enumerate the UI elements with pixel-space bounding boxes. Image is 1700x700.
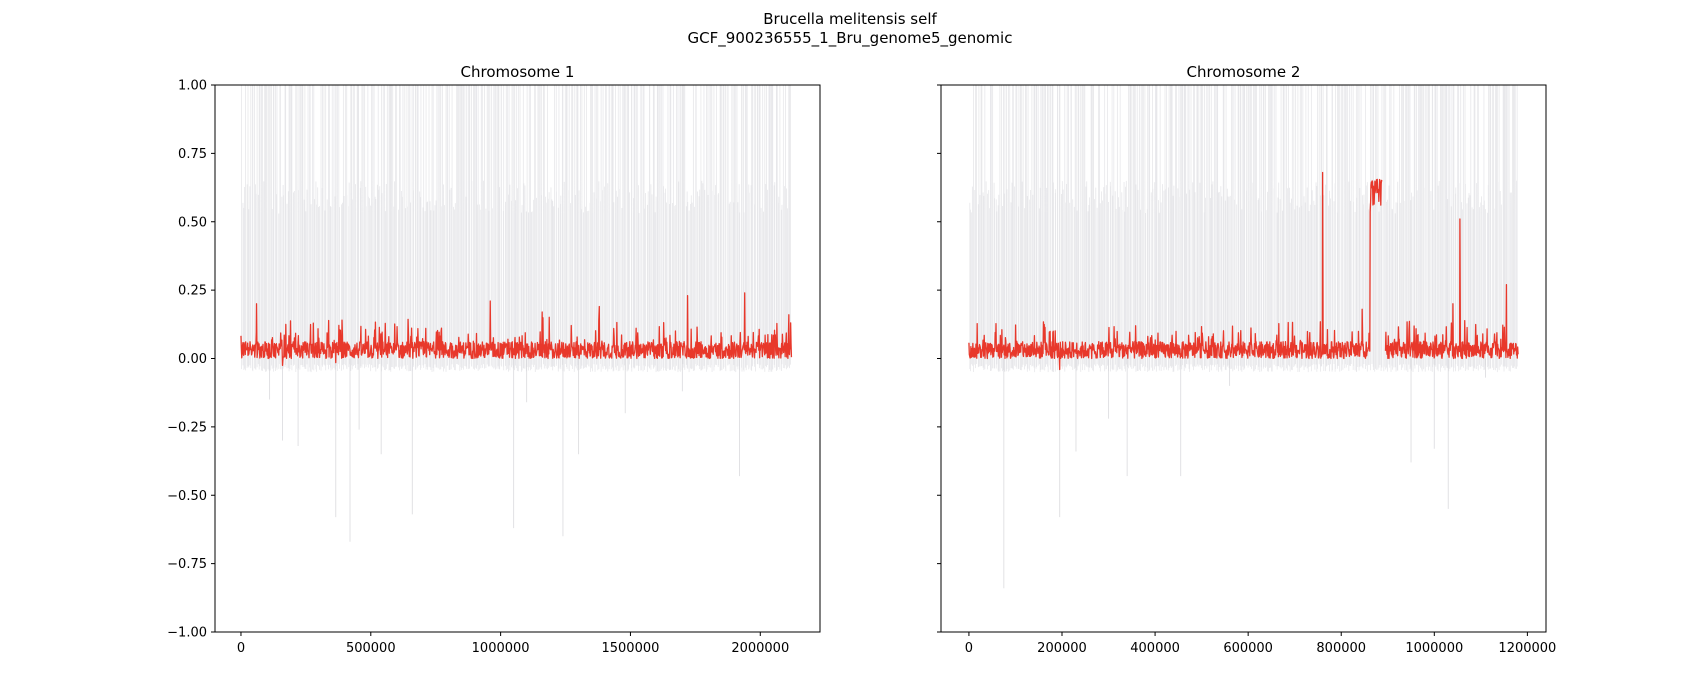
background-band (969, 85, 1518, 373)
y-tick-label: 0.25 (178, 284, 207, 299)
x-tick-label: 0 (965, 641, 973, 656)
background-band (241, 85, 791, 373)
x-tick-label: 0 (237, 641, 245, 656)
y-tick-label: 1.00 (178, 79, 207, 94)
x-tick-label: 1000000 (472, 641, 530, 656)
plot-area (968, 85, 1519, 589)
figure-title-line-2: GCF_900236555_1_Bru_genome5_genomic (687, 29, 1013, 47)
y-tick-label: 0.75 (178, 147, 207, 162)
y-tick-label: 0.50 (178, 215, 207, 230)
x-tick-label: 1000000 (1405, 641, 1463, 656)
signal-line (240, 292, 793, 366)
x-tick-label: 200000 (1037, 641, 1087, 656)
y-tick-label: −0.25 (167, 420, 207, 435)
chromosome-1-panel: Chromosome 1 0 500000 1000000 1500000 2000000… (167, 63, 821, 656)
panel-title: Chromosome 2 (1187, 63, 1301, 81)
plot-area (240, 85, 793, 542)
panel-title: Chromosome 1 (461, 63, 575, 81)
x-tick-label: 500000 (346, 641, 396, 656)
x-tick-label: 600000 (1223, 641, 1273, 656)
y-tick-label: −1.00 (167, 626, 207, 641)
y-tick-label: 0.00 (178, 352, 207, 367)
y-tick-label: −0.75 (167, 557, 207, 572)
x-tick-label: 1500000 (601, 641, 659, 656)
figure-title: Brucella melitensis self GCF_900236555_1… (0, 10, 1700, 48)
x-tick-label: 400000 (1130, 641, 1180, 656)
figure-title-line-1: Brucella melitensis self (763, 10, 937, 28)
chromosome-2-panel: Chromosome 2 0 200000 400000 600000 800000 100… (937, 63, 1556, 656)
y-tick-label: −0.50 (167, 489, 207, 504)
signal-line (968, 171, 1519, 371)
x-tick-label: 1200000 (1498, 641, 1556, 656)
x-tick-label: 2000000 (731, 641, 789, 656)
x-tick-label: 800000 (1316, 641, 1366, 656)
